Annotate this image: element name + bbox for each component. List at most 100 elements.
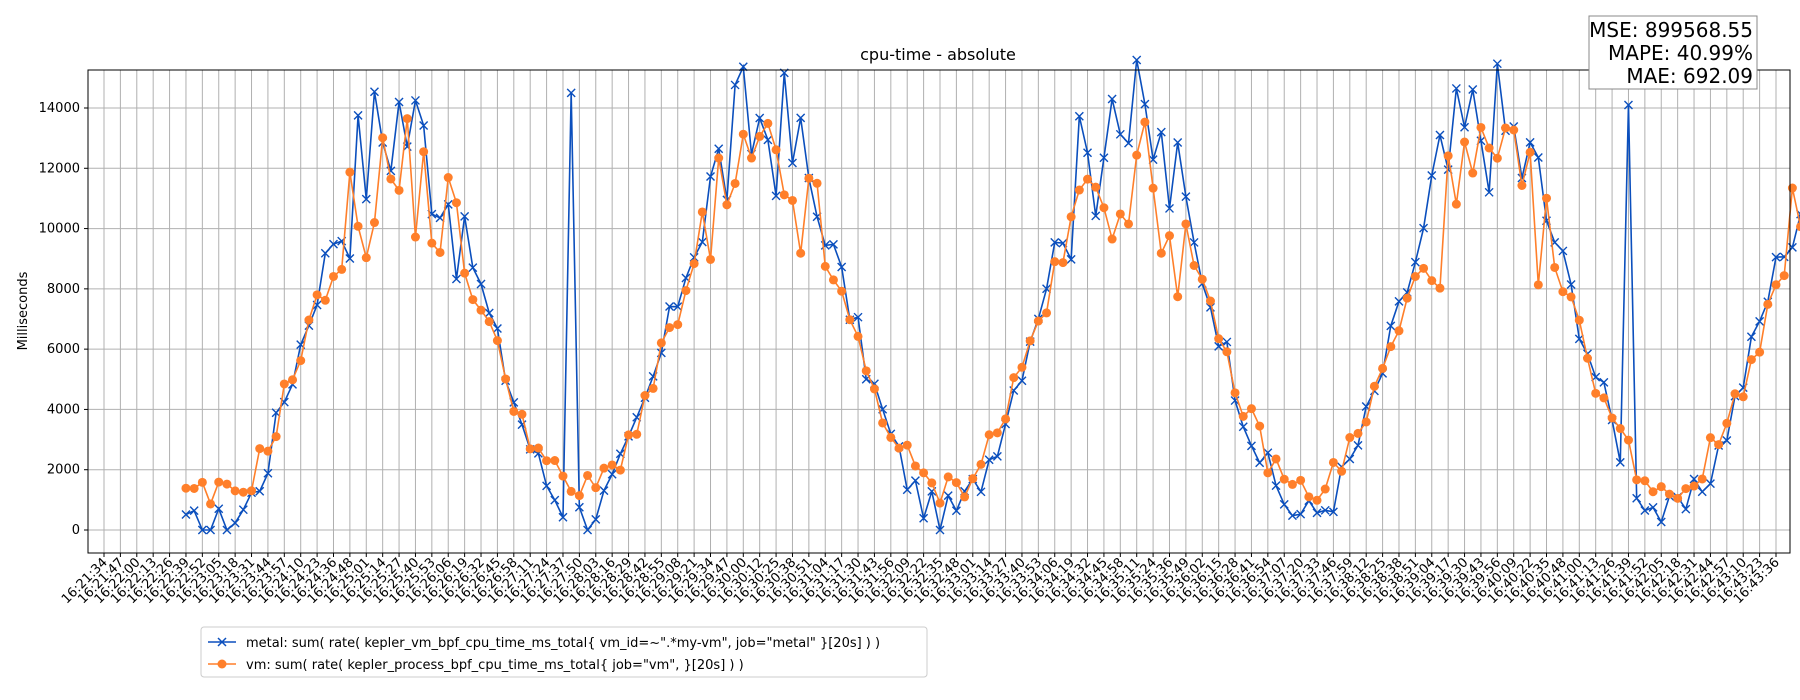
data-point [1255,458,1265,468]
data-point [247,486,257,496]
data-point [1632,475,1642,485]
data-point [1378,363,1388,373]
y-tick-label: 12000 [39,161,80,176]
data-point [1648,487,1658,497]
data-point [1738,392,1748,402]
data-point [1550,262,1560,272]
data-point [484,317,494,327]
data-point [1558,287,1568,297]
data-point [1673,493,1683,503]
data-point [1681,484,1691,494]
data-point [1468,85,1478,95]
data-point [451,274,461,284]
data-point [550,495,560,505]
data-point [1566,292,1576,302]
data-point [1394,326,1404,336]
data-point [288,375,298,385]
data-point [1451,199,1461,209]
data-point [706,254,716,264]
data-point [943,491,953,501]
data-point [755,113,765,123]
data-point [599,486,609,496]
data-point [1615,457,1625,467]
data-point [558,471,568,481]
data-point [714,144,724,154]
data-point [583,470,593,480]
data-point [1189,237,1199,247]
data-point [550,456,560,466]
data-point [353,221,363,231]
y-tick-label: 8000 [47,282,80,297]
data-point [910,461,920,471]
data-point [837,286,847,296]
data-point [1525,147,1535,157]
y-tick-label: 6000 [47,342,80,357]
data-point [1091,211,1101,221]
data-point [345,253,355,263]
data-point [427,238,437,248]
data-point [189,483,199,493]
data-point [361,194,371,204]
data-point [853,331,863,341]
data-point [189,506,199,516]
data-point [656,338,666,348]
data-point [574,491,584,501]
data-point [1574,315,1584,325]
data-point [222,525,232,535]
data-point [296,356,306,366]
data-point [894,443,904,453]
data-point [1271,454,1281,464]
data-point [1632,493,1642,503]
data-point [1361,417,1371,427]
data-point [1222,337,1232,347]
plot-frame [87,69,1791,554]
data-point [796,113,806,123]
data-point [263,468,273,478]
data-point [1476,122,1486,132]
data-point [1009,373,1019,383]
data-point [1525,137,1535,147]
data-point [1107,94,1117,104]
data-point [1205,296,1215,306]
data-point [1689,474,1699,484]
data-point [1017,376,1027,386]
data-point [1771,252,1781,262]
data-point [902,440,912,450]
data-point [492,323,502,333]
data-point [542,456,552,466]
data-point [476,305,486,315]
data-point [1312,508,1322,518]
data-point [492,336,502,346]
data-point [238,505,248,515]
data-point [1386,342,1396,352]
data-point [1042,308,1052,318]
data-point [1115,129,1125,139]
data-point [1443,151,1453,161]
data-point [238,487,248,497]
data-point [1640,506,1650,515]
data-point [1353,440,1363,450]
data-point [1640,476,1650,486]
data-point [484,308,494,318]
data-point [419,121,429,131]
data-point [1148,183,1158,193]
data-point [910,476,920,486]
data-point [1304,492,1314,502]
data-point [1460,122,1470,132]
data-point [722,200,732,210]
data-point [206,525,216,535]
data-point [1255,421,1265,431]
data-point [1558,246,1568,256]
series-vm [181,114,1800,509]
data-point [386,174,396,184]
data-point [320,295,330,305]
data-point [869,384,879,394]
data-point [746,153,756,163]
data-point [509,406,519,416]
data-point [197,525,207,535]
data-point [583,525,593,535]
data-point [1501,123,1511,133]
data-point [673,302,683,312]
series-layer [181,55,1800,535]
